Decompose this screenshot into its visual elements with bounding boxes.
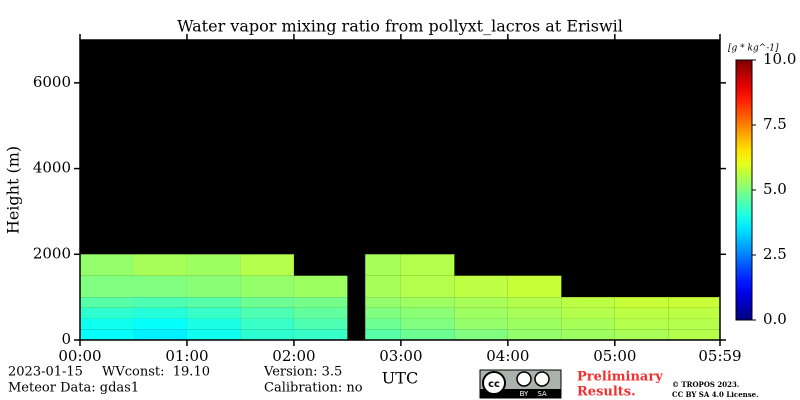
heatmap-cell — [133, 307, 187, 319]
x-tick-label: 03:00 — [379, 347, 422, 365]
heatmap-cell — [133, 318, 187, 330]
heatmap-cell — [293, 318, 348, 330]
heatmap-cell — [240, 329, 294, 340]
heatmap-cell — [186, 307, 241, 319]
colorbar-tick-label: 2.5 — [763, 245, 787, 263]
y-tick-label: 6000 — [33, 73, 71, 91]
heatmap-cell — [400, 318, 455, 330]
preliminary: Preliminary — [577, 370, 663, 385]
colorbar-tick-label: 5.0 — [763, 180, 787, 198]
preliminary: Results. — [577, 385, 636, 400]
heatmap-cell — [293, 329, 348, 340]
colorbar-tick-label: 7.5 — [763, 115, 787, 133]
heatmap-cell — [293, 307, 348, 319]
svg-text:cc: cc — [488, 379, 500, 390]
heatmap-cell — [240, 318, 294, 330]
heatmap-cell — [454, 307, 508, 319]
heatmap-cell — [133, 254, 187, 276]
cc-badge: cc BY SA — [479, 369, 562, 399]
colorbar-tick-label: 0.0 — [763, 310, 787, 328]
heatmap-cell — [365, 307, 401, 319]
heatmap-cell — [240, 307, 294, 319]
heatmap-cell — [614, 329, 669, 340]
y-tick-label: 4000 — [33, 159, 71, 177]
heatmap-cell — [561, 297, 615, 308]
heatmap-cell — [668, 329, 720, 340]
heatmap-cell — [186, 275, 241, 298]
heatmap-cell — [133, 275, 187, 298]
heatmap-cell — [80, 307, 134, 319]
heatmap-cell — [240, 275, 294, 298]
x-tick-label: 02:00 — [272, 347, 315, 365]
heatmap-cell — [614, 318, 669, 330]
colorbar-label: [g * kg^-1] — [728, 44, 779, 54]
heatmap-cell — [614, 297, 669, 308]
heatmap-cell — [80, 254, 134, 276]
heatmap-cell — [454, 297, 508, 308]
heatmap-cell — [133, 329, 187, 340]
version: Version: 3.5 — [263, 365, 342, 380]
y-tick-label: 2000 — [33, 244, 71, 262]
wvconst: WVconst: 19.10 — [102, 365, 210, 380]
heatmap-cell — [133, 297, 187, 308]
colorbar — [735, 59, 753, 321]
heatmap-cell — [561, 318, 615, 330]
heatmap-cell — [186, 318, 241, 330]
badge-sa: SA — [537, 390, 547, 398]
x-axis-label: UTC — [382, 369, 418, 388]
x-tick-label: 00:00 — [58, 347, 101, 365]
meteor-data: Meteor Data: gdas1 — [8, 381, 139, 396]
y-tick-label: 0 — [61, 330, 71, 348]
heatmap-cell — [561, 307, 615, 319]
heatmap-cell — [561, 329, 615, 340]
heatmap-cell — [186, 297, 241, 308]
heatmap-cell — [614, 307, 669, 319]
heatmap-cell — [293, 275, 348, 298]
heatmap-cell — [400, 275, 455, 298]
heatmap-cell — [507, 275, 562, 298]
heatmap-cell — [507, 307, 562, 319]
heatmap-cell — [80, 275, 134, 298]
heatmap-cell — [80, 297, 134, 308]
date: 2023-01-15 — [8, 365, 83, 380]
heatmap-cell — [186, 254, 241, 276]
heatmap-cell — [186, 329, 241, 340]
heatmap-cell — [454, 318, 508, 330]
plot-frame — [79, 39, 721, 341]
heatmap-cell — [400, 297, 455, 308]
heatmap-cell — [454, 275, 508, 298]
y-axis-label: Height (m) — [4, 146, 23, 234]
chart-title: Water vapor mixing ratio from pollyxt_la… — [177, 17, 623, 36]
x-tick-label: 01:00 — [165, 347, 208, 365]
x-tick-label: 05:00 — [593, 347, 636, 365]
heatmap-cell — [507, 318, 562, 330]
heatmap-cell — [400, 307, 455, 319]
heatmap-cell — [400, 329, 455, 340]
heatmap-cell — [507, 329, 562, 340]
copyright: © TROPOS 2023. — [672, 380, 739, 389]
heatmap-cell — [668, 297, 720, 308]
heatmap-cell — [293, 297, 348, 308]
heatmap-cell — [400, 254, 455, 276]
heatmap-cell — [365, 297, 401, 308]
heatmap-cell — [507, 297, 562, 308]
license: CC BY SA 4.0 License. — [672, 390, 759, 399]
x-tick-label: 04:00 — [486, 347, 529, 365]
heatmap-cell — [454, 329, 508, 340]
heatmap-cell — [80, 318, 134, 330]
x-tick-label: 05:59 — [698, 347, 741, 365]
heatmap-cell — [365, 318, 401, 330]
heatmap-cell — [80, 329, 134, 340]
badge-by: BY — [520, 390, 529, 398]
heatmap-cell — [365, 275, 401, 298]
heatmap-cell — [668, 318, 720, 330]
heatmap-cell — [365, 329, 401, 340]
colorbar-tick-label: 10.0 — [763, 50, 796, 68]
heatmap-cell — [240, 254, 294, 276]
heatmap-cell — [240, 297, 294, 308]
heatmap-cell — [668, 307, 720, 319]
calibration: Calibration: no — [264, 381, 363, 396]
heatmap-cell — [365, 254, 401, 276]
